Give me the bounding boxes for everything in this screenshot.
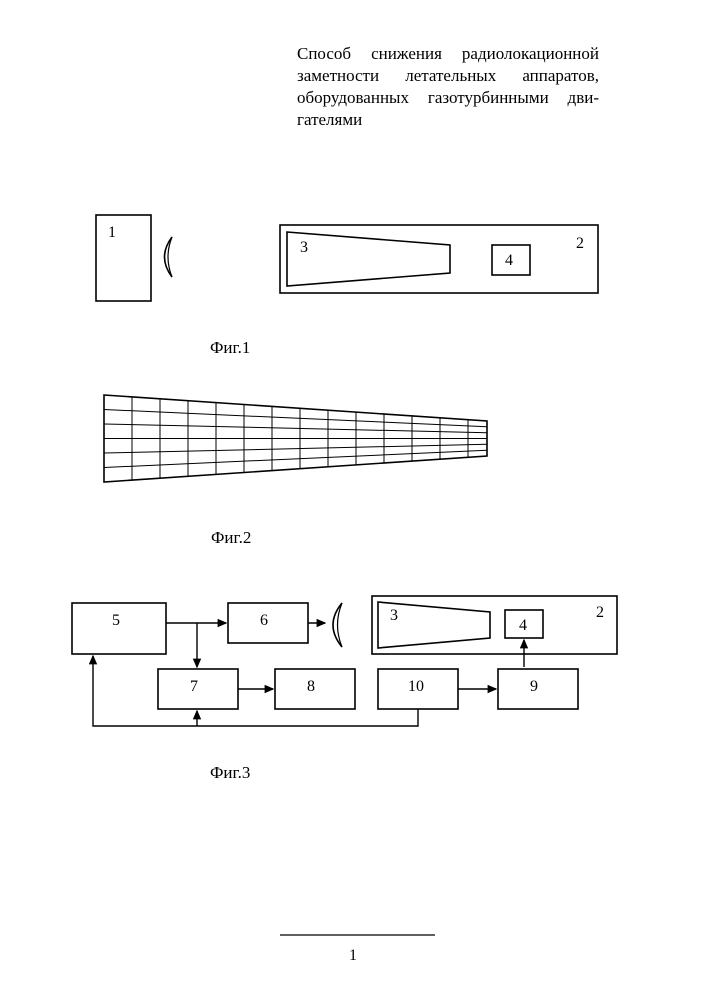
figure-1: 1 2 3 4 [96, 215, 598, 301]
figure-2 [104, 395, 487, 482]
fig2-caption-text: Фиг.2 [211, 528, 251, 547]
page-number: 1 [349, 947, 357, 965]
fig3-label-5: 5 [112, 612, 120, 629]
fig3-label-8: 8 [307, 678, 315, 695]
fig3-label-3: 3 [390, 607, 398, 624]
arrow-10-to-5-feedback [93, 656, 418, 726]
fig3-label-2: 2 [596, 604, 604, 621]
fig1-label-2: 2 [576, 235, 584, 252]
page: { "title": { "text": "Способ снижения ра… [0, 0, 707, 1000]
fig1-label-4: 4 [505, 252, 513, 269]
fig3-box-9 [498, 669, 578, 709]
figure-3-caption: Фиг.3 [210, 763, 250, 783]
figure-3: 5 6 7 8 10 9 2 3 4 [72, 596, 617, 726]
fig3-box-8 [275, 669, 355, 709]
fig1-label-3: 3 [300, 239, 308, 256]
page-number-text: 1 [349, 947, 357, 964]
fig1-trapezoid-3 [287, 232, 450, 286]
fig1-label-1: 1 [108, 224, 116, 241]
fig3-caption-text: Фиг.3 [210, 763, 250, 782]
figures-svg: 1 2 3 4 [0, 0, 707, 1000]
fig3-box-6 [228, 603, 308, 643]
figure-2-caption: Фиг.2 [211, 528, 251, 548]
fig2-horizontal-grid [104, 410, 487, 468]
fig3-label-4: 4 [519, 617, 527, 634]
fig3-label-9: 9 [530, 678, 538, 695]
fig1-caption-text: Фиг.1 [210, 338, 250, 357]
fig3-label-10: 10 [408, 678, 424, 695]
fig3-label-6: 6 [260, 612, 268, 629]
fig3-label-7: 7 [190, 678, 198, 695]
figure-1-caption: Фиг.1 [210, 338, 250, 358]
fig3-box-7 [158, 669, 238, 709]
fig1-box-1 [96, 215, 151, 301]
